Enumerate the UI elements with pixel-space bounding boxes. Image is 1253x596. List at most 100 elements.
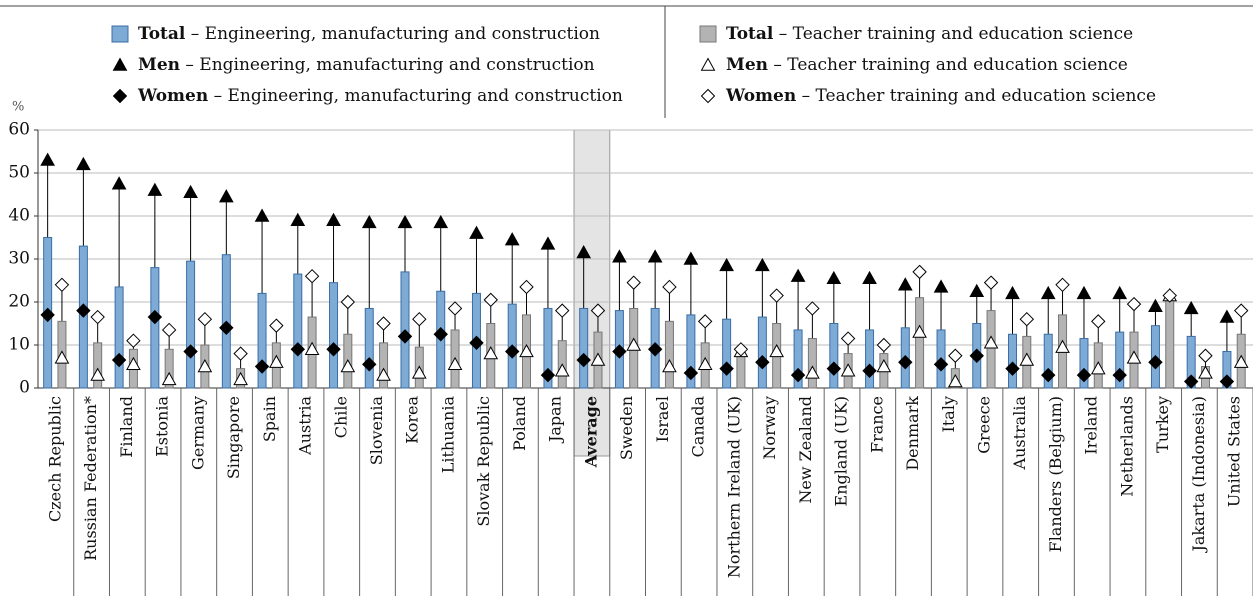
marker-diamond xyxy=(983,275,999,290)
marker-triangle xyxy=(876,358,892,373)
bar xyxy=(543,307,553,389)
marker-triangle xyxy=(1040,285,1056,300)
marker-triangle xyxy=(947,374,963,388)
marker-triangle xyxy=(862,270,877,285)
marker-diamond xyxy=(254,359,270,374)
legend-label: Women – Teacher training and education s… xyxy=(725,86,1156,106)
bar xyxy=(1043,333,1053,389)
bar xyxy=(915,297,925,389)
marker-triangle xyxy=(218,189,234,203)
marker-triangle xyxy=(840,363,856,377)
marker-triangle xyxy=(326,212,341,226)
marker-diamond xyxy=(590,303,606,318)
marker-triangle xyxy=(469,225,484,239)
x-tick-label: Germany xyxy=(188,396,207,470)
marker-triangle xyxy=(933,279,949,293)
marker-diamond xyxy=(647,342,663,357)
y-tick-label: 40 xyxy=(8,206,30,226)
bar xyxy=(757,316,767,389)
marker-diamond xyxy=(376,316,391,331)
marker-triangle xyxy=(1219,309,1235,323)
marker-triangle xyxy=(1126,350,1142,364)
marker-triangle xyxy=(197,358,213,373)
x-tick-label: Sweden xyxy=(617,396,636,460)
marker-diamond xyxy=(969,348,984,363)
marker-diamond xyxy=(948,348,963,363)
legend-marker xyxy=(112,88,128,104)
marker-triangle xyxy=(790,268,806,282)
marker-diamond xyxy=(876,337,892,353)
marker-diamond xyxy=(1041,367,1056,383)
marker-triangle xyxy=(161,371,177,386)
marker-diamond xyxy=(126,333,141,348)
marker-triangle xyxy=(626,337,642,351)
marker-triangle xyxy=(397,214,413,229)
y-tick-label: 50 xyxy=(8,163,30,183)
bar xyxy=(986,310,996,389)
y-tick-label: 30 xyxy=(8,249,30,269)
x-tick-label: Singapore xyxy=(224,396,243,479)
marker-triangle xyxy=(540,236,556,250)
legend-swatch xyxy=(699,25,717,43)
marker-triangle xyxy=(519,343,534,358)
bar xyxy=(722,318,732,389)
bar xyxy=(364,307,374,389)
x-tick-label: Korea xyxy=(403,396,422,444)
marker-triangle xyxy=(1019,352,1035,366)
legend-label: Total – Teacher training and education s… xyxy=(726,24,1133,44)
marker-diamond xyxy=(898,354,913,370)
x-tick-label: United States xyxy=(1225,396,1244,507)
marker-triangle xyxy=(969,283,985,297)
bar xyxy=(686,314,696,389)
marker-triangle xyxy=(433,214,449,229)
legend-swatch xyxy=(111,25,129,43)
x-tick-label: Israel xyxy=(653,396,672,442)
marker-diamond xyxy=(1076,367,1092,383)
x-tick-label: Japan xyxy=(546,396,565,444)
marker-triangle xyxy=(1076,285,1092,300)
marker-diamond xyxy=(805,301,820,316)
marker-triangle xyxy=(1183,300,1199,315)
x-tick-label: Canada xyxy=(689,396,708,458)
marker-diamond xyxy=(233,346,248,361)
bar xyxy=(829,323,839,389)
legend-marker xyxy=(700,88,716,104)
marker-triangle xyxy=(912,324,927,338)
x-tick-label: Ireland xyxy=(1082,396,1101,455)
x-tick-label: Flanders (Belgium) xyxy=(1046,396,1065,552)
marker-diamond xyxy=(183,344,198,359)
marker-diamond xyxy=(683,365,699,381)
marker-diamond xyxy=(612,344,627,359)
marker-diamond xyxy=(1091,314,1106,329)
marker-triangle xyxy=(504,232,520,246)
bar xyxy=(1008,333,1018,389)
marker-triangle xyxy=(483,346,499,360)
marker-triangle xyxy=(683,251,699,265)
marker-diamond xyxy=(412,311,427,327)
marker-triangle xyxy=(1112,285,1128,300)
marker-triangle xyxy=(269,354,284,368)
legend-label: Women – Engineering, manufacturing and c… xyxy=(137,86,623,106)
highlight-band xyxy=(573,129,611,457)
x-tick-label: Netherlands xyxy=(1117,396,1136,497)
marker-triangle xyxy=(233,371,248,386)
marker-diamond xyxy=(1112,367,1127,383)
marker-triangle xyxy=(1233,354,1249,368)
marker-triangle xyxy=(576,245,592,259)
x-tick-label: Slovak Republic xyxy=(474,396,493,527)
bar xyxy=(329,282,339,389)
bar xyxy=(379,342,389,389)
y-tick-label: 60 xyxy=(8,120,30,140)
marker-diamond xyxy=(290,342,306,357)
marker-triangle xyxy=(590,352,606,366)
marker-diamond xyxy=(626,275,641,290)
x-tick-label: Turkey xyxy=(1153,396,1172,453)
bar xyxy=(793,329,803,389)
marker-diamond xyxy=(397,329,413,344)
x-tick-label: France xyxy=(867,396,886,453)
marker-diamond xyxy=(304,268,320,284)
marker-triangle xyxy=(826,270,842,285)
marker-diamond xyxy=(76,303,91,318)
y-tick-label: 0 xyxy=(19,378,30,398)
